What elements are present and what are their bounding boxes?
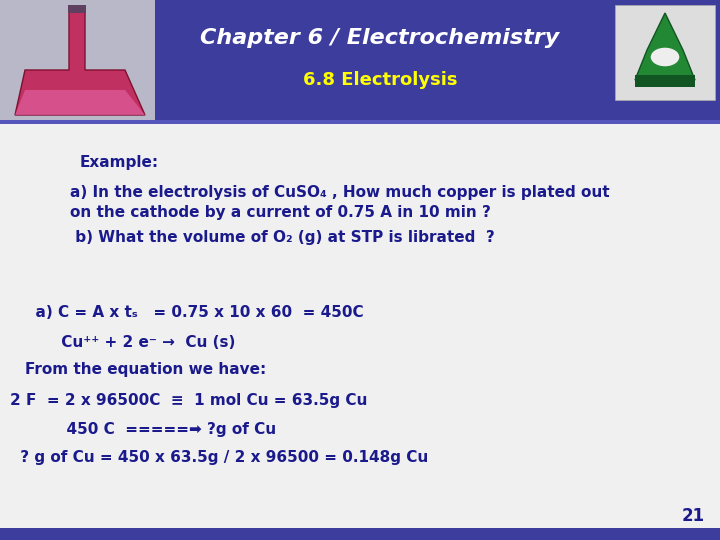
- Bar: [0, 528, 720, 540]
- Bar: [615, 5, 715, 100]
- Polygon shape: [15, 90, 145, 115]
- Ellipse shape: [650, 47, 680, 67]
- Text: 6.8 Electrolysis: 6.8 Electrolysis: [302, 71, 457, 89]
- Bar: [0, 0, 155, 120]
- Text: a) C = A x tₛ   = 0.75 x 10 x 60  = 450C: a) C = A x tₛ = 0.75 x 10 x 60 = 450C: [25, 305, 364, 320]
- Text: Chapter 6 / Electrochemistry: Chapter 6 / Electrochemistry: [200, 28, 559, 48]
- Bar: [635, 75, 695, 87]
- Text: 21: 21: [682, 507, 705, 525]
- Text: ? g of Cu = 450 x 63.5g / 2 x 96500 = 0.148g Cu: ? g of Cu = 450 x 63.5g / 2 x 96500 = 0.…: [15, 450, 428, 465]
- Bar: [68, 5, 86, 13]
- Text: b) What the volume of O₂ (g) at STP is librated  ?: b) What the volume of O₂ (g) at STP is l…: [70, 230, 495, 245]
- Polygon shape: [15, 8, 145, 115]
- Text: Example:: Example:: [80, 155, 159, 170]
- Text: on the cathode by a current of 0.75 A in 10 min ?: on the cathode by a current of 0.75 A in…: [70, 205, 491, 220]
- Polygon shape: [635, 13, 695, 80]
- Text: 2 F  = 2 x 96500C  ≡  1 mol Cu = 63.5g Cu: 2 F = 2 x 96500C ≡ 1 mol Cu = 63.5g Cu: [10, 393, 367, 408]
- Text: From the equation we have:: From the equation we have:: [25, 362, 266, 377]
- Bar: [0, 120, 720, 540]
- Text: Cu⁺⁺ + 2 e⁻ →  Cu (s): Cu⁺⁺ + 2 e⁻ → Cu (s): [35, 335, 235, 350]
- Bar: [0, 120, 720, 124]
- Text: a) In the electrolysis of CuSO₄ , How much copper is plated out: a) In the electrolysis of CuSO₄ , How mu…: [70, 185, 610, 200]
- Text: 450 C  =====➡ ?g of Cu: 450 C =====➡ ?g of Cu: [35, 422, 276, 437]
- Bar: [0, 0, 720, 120]
